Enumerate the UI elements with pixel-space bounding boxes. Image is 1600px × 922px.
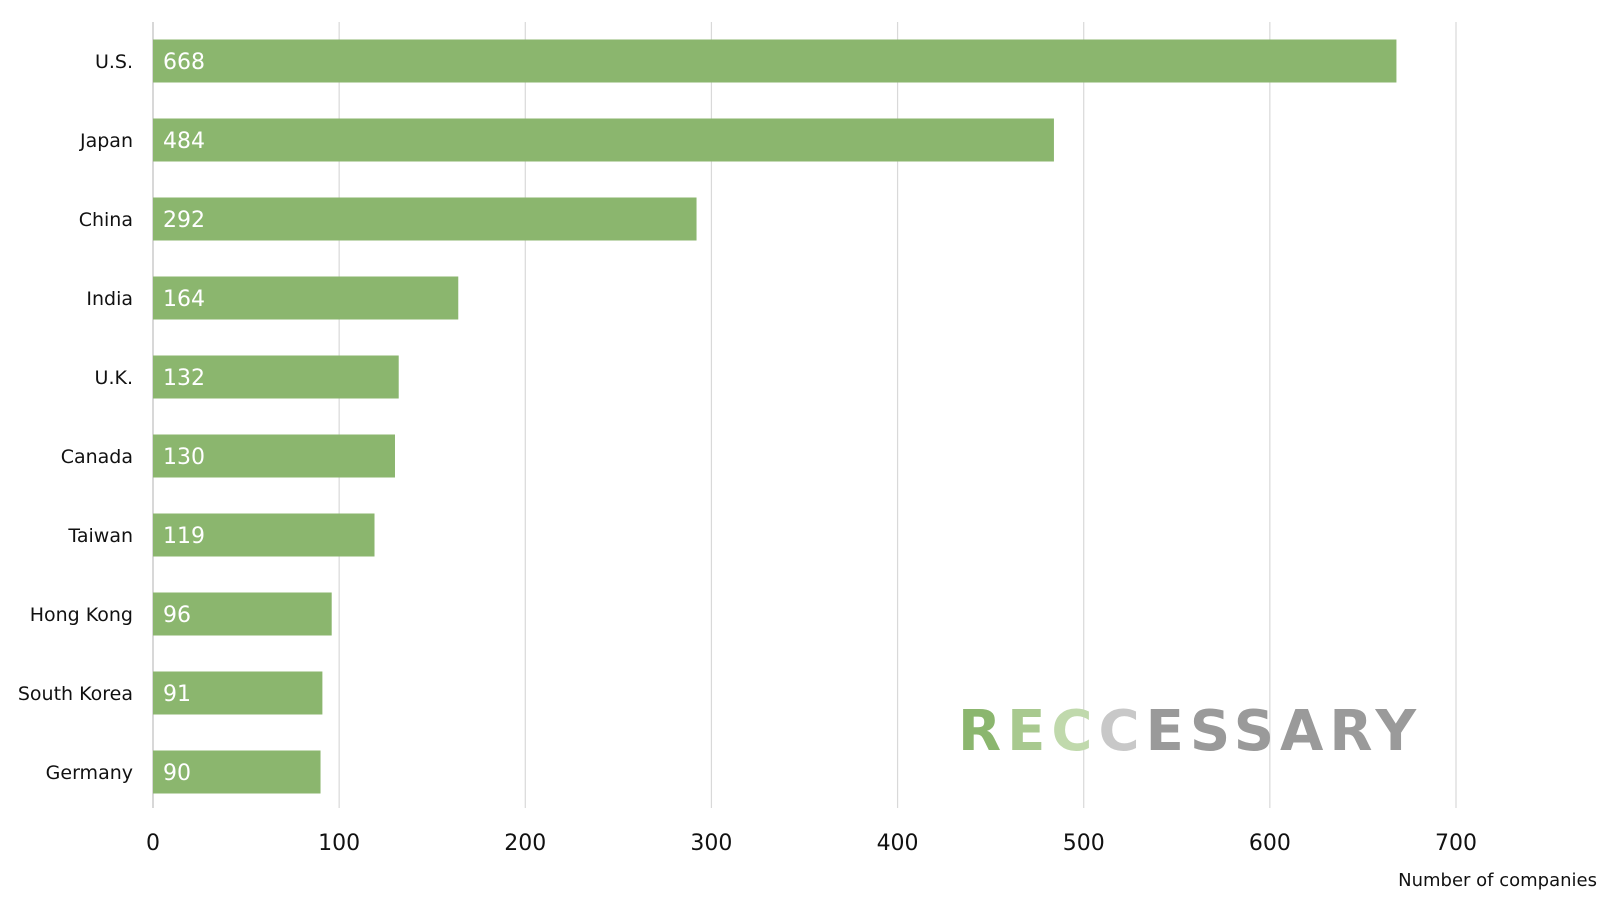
category-label: Japan (79, 130, 133, 152)
bar (153, 355, 399, 399)
watermark-letter: R (1329, 699, 1375, 764)
value-label: 91 (163, 682, 191, 707)
watermark-letter: S (1234, 699, 1280, 764)
bar (153, 750, 321, 794)
bar (153, 671, 323, 715)
value-label: 292 (163, 208, 205, 233)
bar (153, 276, 459, 320)
value-label: 484 (163, 129, 205, 154)
watermark-letter: C (1051, 699, 1098, 764)
watermark-letter: A (1280, 699, 1329, 764)
watermark-letter: E (1007, 699, 1051, 764)
category-label: China (79, 209, 133, 231)
bars (153, 39, 1397, 794)
category-label: Taiwan (67, 525, 133, 547)
watermark-letter: S (1190, 699, 1234, 764)
bar (153, 118, 1054, 162)
category-label: Hong Kong (30, 604, 133, 626)
category-label: U.S. (95, 51, 133, 73)
x-tick-label: 700 (1435, 831, 1477, 856)
category-label: India (86, 288, 133, 310)
value-label: 164 (163, 287, 205, 312)
watermark-letter: E (1146, 699, 1190, 764)
bar (153, 513, 375, 557)
watermark-letter: Y (1374, 699, 1422, 764)
x-tick-label: 500 (1063, 831, 1105, 856)
x-tick-label: 300 (690, 831, 732, 856)
category-labels: U.S. Japan China India U.K. Canada Taiwan Hong … (18, 51, 133, 784)
value-label: 90 (163, 761, 191, 786)
watermark-letter: R (958, 699, 1007, 764)
value-label: 119 (163, 524, 205, 549)
watermark-logo: RECCESSARY (958, 699, 1422, 764)
bar (153, 197, 697, 241)
x-tick-label: 400 (877, 831, 919, 856)
bar (153, 39, 1397, 83)
bar (153, 434, 395, 478)
value-label: 132 (163, 366, 205, 391)
category-label: U.K. (95, 367, 133, 389)
value-labels: 668 484 292 164 132 130 119 96 91 90 (163, 50, 205, 786)
value-label: 130 (163, 445, 205, 470)
bar (153, 592, 332, 636)
x-tick-label: 600 (1249, 831, 1291, 856)
value-label: 668 (163, 50, 205, 75)
category-label: South Korea (18, 683, 133, 705)
watermark-letter: C (1099, 699, 1146, 764)
x-tick-labels: 0 100 200 300 400 500 600 700 (146, 831, 1477, 856)
x-tick-label: 200 (504, 831, 546, 856)
category-label: Germany (46, 762, 133, 784)
category-label: Canada (61, 446, 133, 468)
x-tick-label: 0 (146, 831, 160, 856)
value-label: 96 (163, 603, 191, 628)
x-axis-title: Number of companies (1398, 870, 1597, 891)
x-tick-label: 100 (318, 831, 360, 856)
